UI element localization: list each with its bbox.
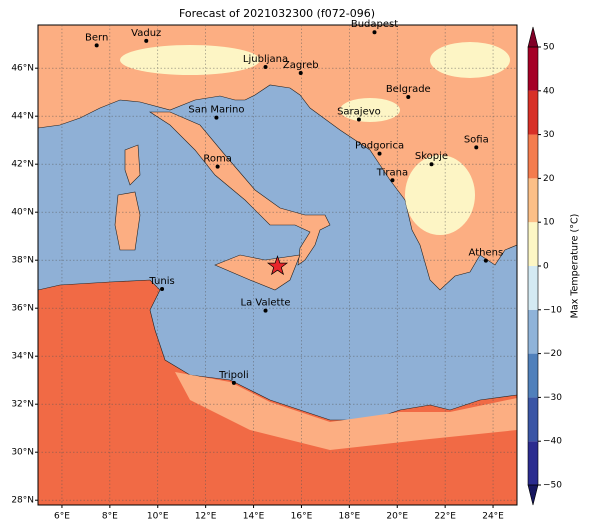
- city-dot: [144, 38, 149, 43]
- colorbar-bin: [528, 47, 538, 91]
- city-dot: [483, 258, 488, 263]
- colorbar-bin: [528, 266, 538, 310]
- colorbar-bin: [528, 441, 538, 485]
- colorbar-tick-label: 10: [543, 218, 555, 228]
- city-dot: [214, 115, 219, 120]
- colorbar-bin: [528, 222, 538, 266]
- x-tick-label: 8°E: [102, 512, 118, 522]
- city-dot: [372, 30, 377, 35]
- city-dot: [298, 71, 303, 75]
- colorbar-bin: [528, 397, 538, 442]
- colorbar-tick-label: 50: [543, 43, 555, 53]
- x-tick-label: 12°E: [195, 512, 217, 522]
- city-dot: [263, 308, 268, 313]
- city-label: Belgrade: [386, 84, 431, 95]
- colorbar-bin: [528, 90, 538, 135]
- city-label: Skopje: [415, 151, 448, 162]
- x-tick-label: 20°E: [386, 512, 408, 522]
- x-tick-label: 14°E: [243, 512, 265, 522]
- colorbar-bin: [528, 134, 538, 179]
- colorbar-bin: [528, 309, 538, 354]
- y-tick-label: 40°N: [11, 208, 34, 218]
- colorbar-under: [527, 484, 539, 506]
- colorbar-tick-label: −20: [543, 349, 562, 359]
- city-label: Tunis: [148, 276, 174, 287]
- y-tick-label: 46°N: [11, 64, 34, 74]
- city-dot: [160, 287, 165, 291]
- city-dot: [390, 178, 395, 183]
- city-dot: [406, 95, 411, 99]
- colorbar-over: [527, 26, 539, 48]
- city-label: Podgorica: [355, 141, 404, 152]
- map-frame: [37, 24, 518, 506]
- colorbar-bin: [528, 353, 538, 398]
- city-dot: [231, 380, 236, 385]
- colorbar-tick-label: −40: [543, 437, 562, 447]
- city-label: La Valette: [241, 298, 291, 309]
- city-label: Budapest: [351, 19, 398, 30]
- y-tick-label: 44°N: [11, 112, 34, 122]
- y-tick-label: 28°N: [11, 496, 34, 506]
- x-tick-label: 22°E: [434, 512, 456, 522]
- x-tick-label: 18°E: [339, 512, 361, 522]
- city-label: Zagreb: [283, 60, 319, 71]
- city-label: Tripoli: [218, 370, 249, 381]
- colorbar-tick-label: −10: [543, 305, 562, 315]
- y-tick-label: 36°N: [11, 304, 34, 314]
- y-tick-label: 34°N: [11, 352, 34, 362]
- city-dot: [377, 151, 382, 156]
- colorbar-tick-label: 40: [543, 86, 555, 96]
- city-label: Sofia: [464, 134, 489, 145]
- colorbar-tick-label: 0: [543, 262, 549, 272]
- colorbar-tick-label: −30: [543, 393, 562, 403]
- colorbar-tick-label: −50: [543, 481, 562, 491]
- city-label: Bern: [85, 32, 108, 43]
- y-tick-label: 38°N: [11, 256, 34, 266]
- city-dot: [429, 162, 434, 167]
- colorbar-label: Max Temperature (°C): [570, 214, 581, 319]
- city-dot: [356, 117, 361, 122]
- y-tick-label: 42°N: [11, 160, 34, 170]
- colorbar-tick-label: 30: [543, 130, 555, 140]
- x-tick-label: 6°E: [54, 512, 70, 522]
- city-label: Roma: [203, 154, 232, 165]
- y-tick-label: 30°N: [11, 448, 34, 458]
- title: Forecast of 2021032300 (f072-096): [179, 7, 375, 20]
- colorbar-tick-label: 20: [543, 174, 555, 184]
- city-label: Ljubljana: [243, 54, 288, 65]
- city-dot: [94, 43, 99, 48]
- city-label: Vaduz: [131, 28, 161, 39]
- city-dot: [474, 145, 479, 150]
- city-dot: [263, 65, 268, 69]
- city-label: Tirana: [376, 167, 408, 178]
- city-label: Sarajevo: [337, 107, 381, 118]
- city-dot: [215, 164, 220, 169]
- x-tick-label: 10°E: [147, 512, 169, 522]
- colorbar-bin: [528, 178, 538, 223]
- forecast-star: [266, 255, 289, 276]
- city-label: San Marino: [188, 105, 244, 116]
- y-tick-label: 32°N: [11, 400, 34, 410]
- x-tick-label: 24°E: [482, 512, 504, 522]
- x-tick-label: 16°E: [291, 512, 313, 522]
- city-label: Athens: [469, 248, 504, 259]
